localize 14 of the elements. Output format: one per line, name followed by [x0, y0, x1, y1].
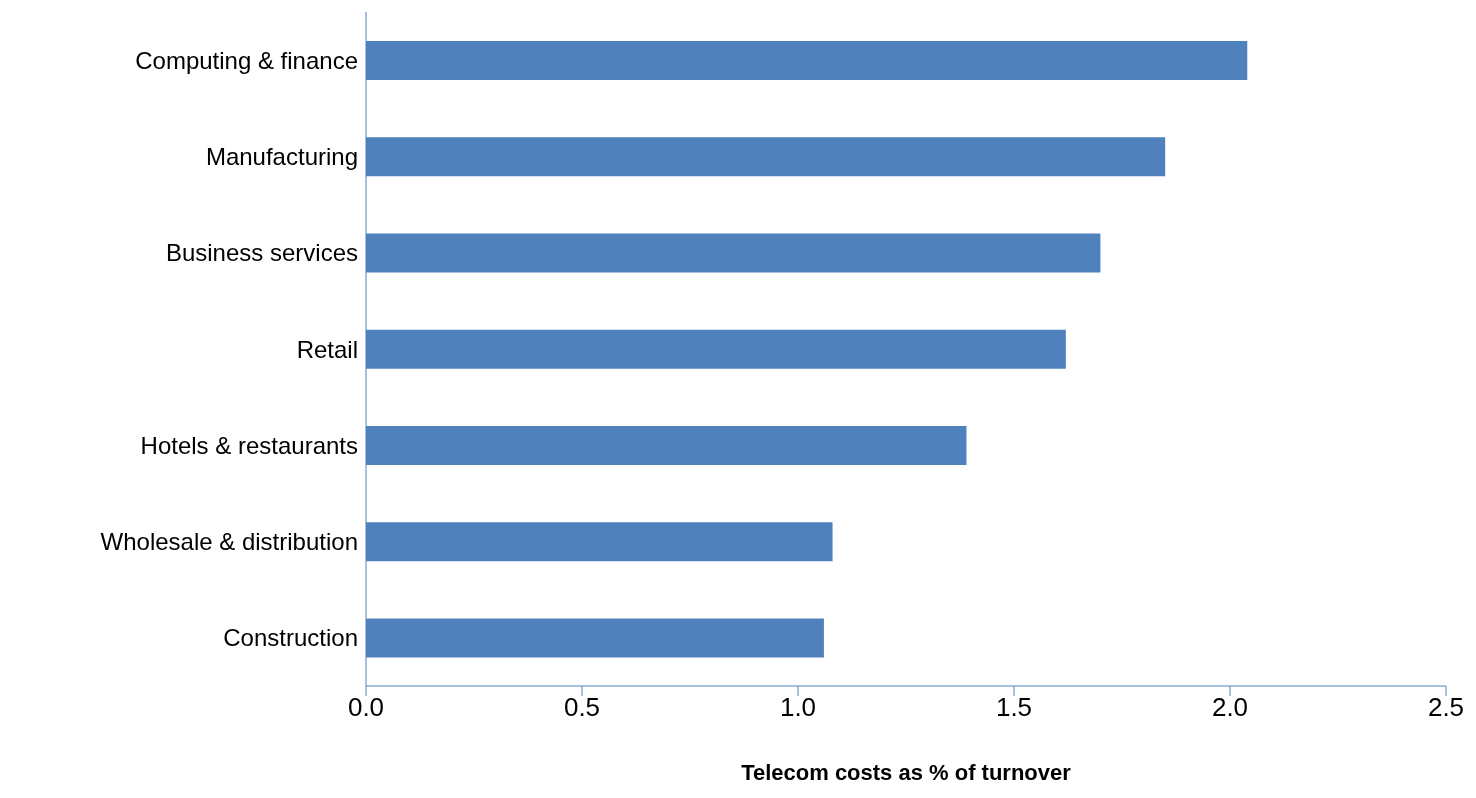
y-tick-label: Hotels & restaurants — [140, 431, 358, 459]
x-tick-label: 1.0 — [779, 692, 817, 723]
y-tick-label: Construction — [223, 624, 358, 652]
y-tick-label: Wholesale & distribution — [100, 528, 358, 556]
x-tick-label: 2.5 — [1427, 692, 1465, 723]
x-axis-title: Telecom costs as % of turnover — [741, 760, 1072, 785]
x-tick-label: 0.5 — [563, 692, 601, 723]
y-tick-label: Retail — [296, 335, 358, 363]
y-tick-label: Manufacturing — [205, 142, 358, 170]
x-tick-label: 0.0 — [347, 692, 385, 723]
y-tick-label: Business services — [165, 239, 358, 267]
x-tick-label: 2.0 — [1211, 692, 1249, 723]
x-tick-label: 1.5 — [995, 692, 1033, 723]
y-tick-label: Computing & finance — [135, 46, 358, 74]
